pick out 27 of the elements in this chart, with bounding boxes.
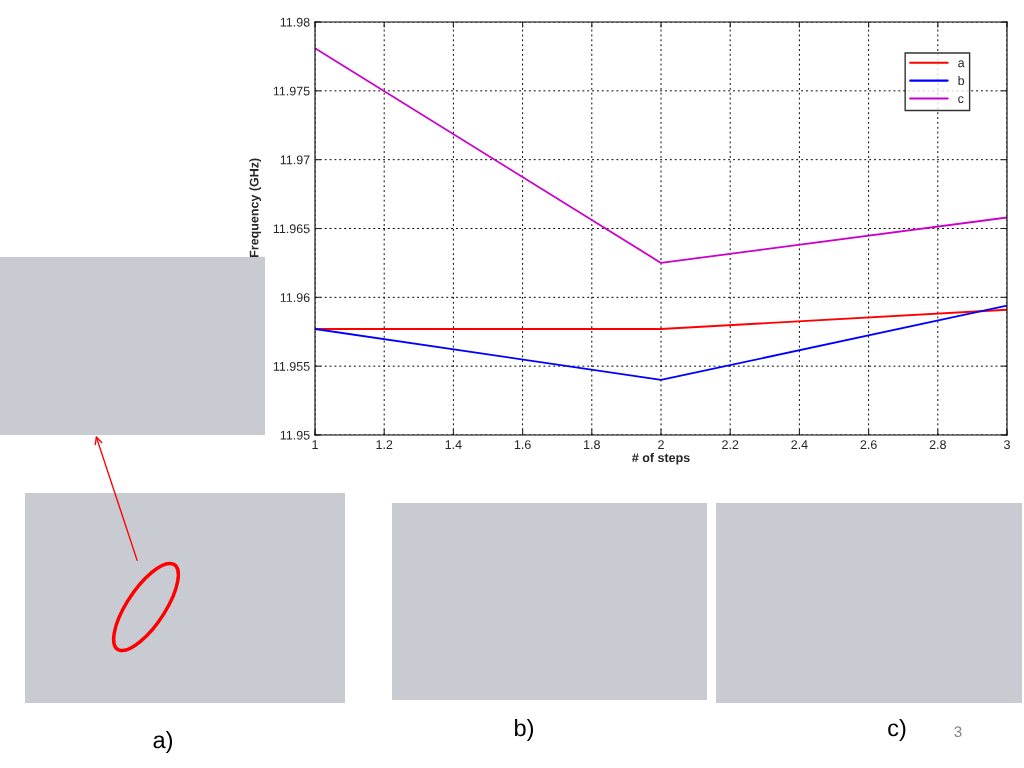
y-tick-label: 11.96 xyxy=(280,293,310,302)
x-tick-label: 2.4 xyxy=(791,440,808,449)
y-axis-title: Frequency (GHz) xyxy=(249,158,262,258)
x-tick-label: 3 xyxy=(1004,440,1010,450)
x-axis-title: # of steps xyxy=(632,452,690,465)
text: c) xyxy=(888,718,906,741)
y-tick-label: 11.965 xyxy=(273,224,310,234)
legend-label: b xyxy=(958,75,965,86)
text: b) xyxy=(515,718,534,741)
x-tick-label: 2.8 xyxy=(929,440,946,450)
x-tick-label: 1.4 xyxy=(445,440,462,449)
y-tick-label: 11.955 xyxy=(273,361,310,371)
x-tick-label: 2.2 xyxy=(722,440,739,449)
x-tick-label: 1.2 xyxy=(376,440,393,449)
text: a) xyxy=(153,730,173,753)
y-tick-label: 11.98 xyxy=(280,17,310,27)
x-tick-label: 1.6 xyxy=(514,440,531,450)
text: 3 xyxy=(954,726,962,738)
x-tick-label: 1.8 xyxy=(584,440,600,450)
x-tick-label: 2.6 xyxy=(860,440,877,450)
y-tick-label: 11.97 xyxy=(280,155,310,165)
x-tick-label: 1 xyxy=(312,440,318,449)
legend-label: a xyxy=(958,60,965,68)
y-tick-label: 11.95 xyxy=(280,430,310,440)
legend-label: c xyxy=(958,96,964,104)
y-tick-label: 11.975 xyxy=(273,86,310,96)
x-tick-label: 2 xyxy=(658,440,664,449)
